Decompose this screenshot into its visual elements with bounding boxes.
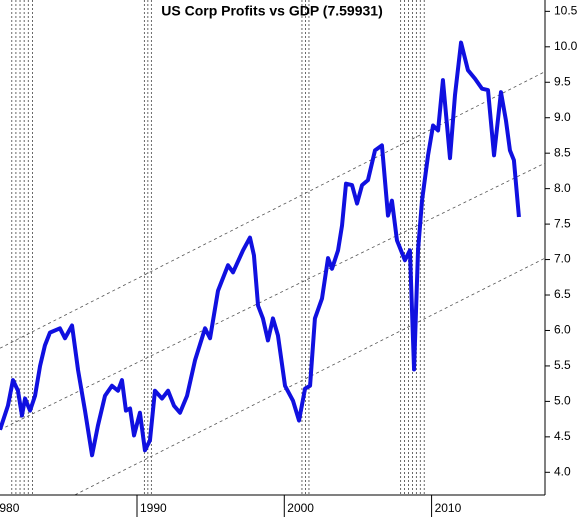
y-tick-label: 6.0 [554, 323, 571, 337]
y-tick-label: 6.5 [554, 287, 571, 301]
trend-line [0, 71, 545, 349]
y-tick-label: 7.0 [554, 252, 571, 266]
recession-band [301, 0, 310, 495]
y-tick-label: 5.0 [554, 394, 571, 408]
y-tick-label: 8.5 [554, 145, 571, 159]
y-tick-label: 4.5 [554, 429, 571, 443]
y-tick-label: 10.5 [554, 4, 578, 18]
y-tick-label: 8.0 [554, 181, 571, 195]
recession-band [11, 0, 33, 495]
y-tick-label: 4.0 [554, 464, 571, 478]
chart-title: US Corp Profits vs GDP (7.59931) [161, 3, 382, 19]
plot-area [0, 0, 545, 495]
y-tick-label: 9.0 [554, 110, 571, 124]
data-line [0, 40, 521, 458]
y-tick-label: 7.5 [554, 216, 571, 230]
x-tick-label: 1980 [0, 501, 20, 515]
x-tick-label: 2010 [435, 501, 462, 515]
recession-band [400, 0, 425, 495]
y-tick-label: 5.5 [554, 358, 571, 372]
x-tick-label: 1990 [140, 501, 167, 515]
y-tick-label: 10.0 [554, 39, 578, 53]
x-tick-label: 2000 [287, 501, 314, 515]
y-tick-label: 9.5 [554, 74, 571, 88]
trend-line [0, 162, 545, 431]
